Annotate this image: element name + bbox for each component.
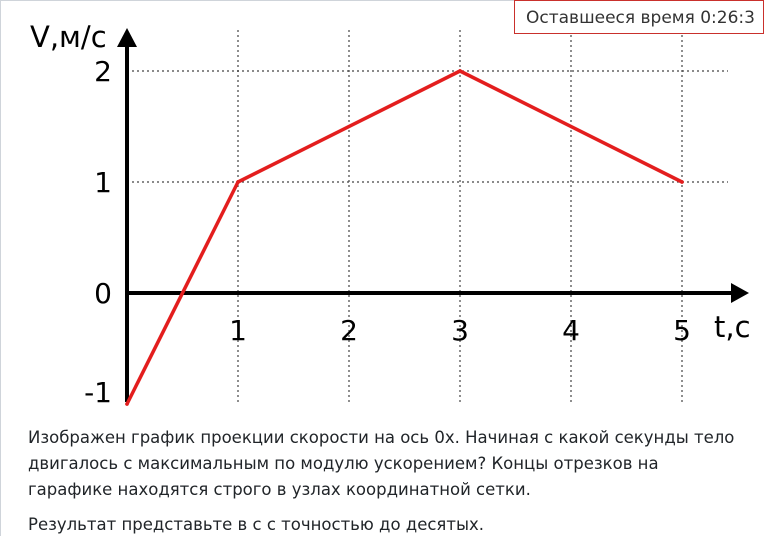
y-axis-title: V,м/с bbox=[30, 20, 107, 54]
y-tick-label: 0 bbox=[94, 277, 112, 310]
remaining-time-badge: Оставшееся время 0:26:3 bbox=[514, 0, 764, 34]
series-segment-2 bbox=[236, 69, 462, 184]
data-point bbox=[458, 69, 462, 73]
series-segment-1 bbox=[125, 180, 240, 406]
x-tick-label: 4 bbox=[562, 314, 580, 347]
axes bbox=[117, 28, 749, 402]
x-axis-title: t,с bbox=[714, 310, 751, 344]
y-tick-label: 2 bbox=[94, 55, 112, 88]
data-point bbox=[680, 180, 684, 184]
question-block: Изображен график проекции скорости на ос… bbox=[28, 425, 748, 538]
tick-labels: 1 2 3 4 5 -1 0 1 2 bbox=[84, 55, 691, 409]
series-layer bbox=[125, 69, 684, 406]
x-tick-label: 2 bbox=[340, 314, 358, 347]
question-text: Изображен график проекции скорости на ос… bbox=[28, 428, 735, 499]
answer-instruction: Результат представьте в с с точностью до… bbox=[28, 515, 484, 534]
y-tick-label: 1 bbox=[94, 166, 112, 199]
x-axis-arrowhead bbox=[731, 283, 749, 303]
y-tick-label: -1 bbox=[84, 376, 112, 409]
data-point bbox=[236, 180, 240, 184]
data-point bbox=[125, 402, 129, 406]
velocity-time-chart: 1 2 3 4 5 -1 0 1 2 V,м/с t,с bbox=[30, 20, 751, 409]
grid-lines bbox=[127, 30, 728, 402]
series-segment-3 bbox=[458, 69, 684, 184]
x-tick-label: 1 bbox=[229, 314, 247, 347]
x-tick-label: 3 bbox=[451, 314, 469, 347]
y-axis-arrowhead bbox=[117, 28, 137, 47]
x-tick-label: 5 bbox=[673, 314, 691, 347]
